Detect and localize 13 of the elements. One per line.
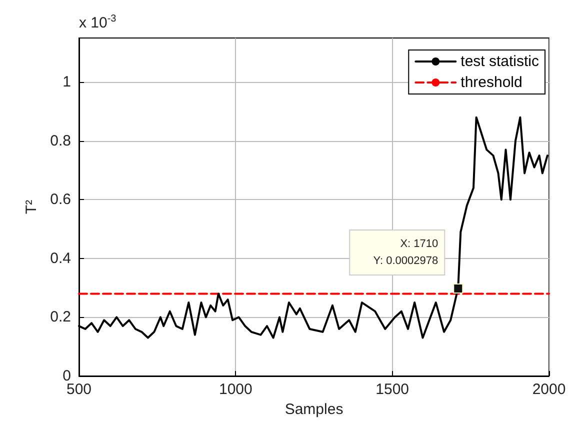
y-axis-title: T² (23, 200, 40, 214)
x-tick-label: 2000 (532, 381, 566, 398)
annotation: X: 1710 Y: 0.0002978 (373, 238, 438, 267)
y-tick-label: 0.4 (50, 250, 71, 267)
y-tick-label: 1 (62, 74, 71, 91)
y-tick-label: 0.2 (50, 308, 71, 326)
x-axis-title: Samples (284, 401, 344, 418)
y-tick-label: 0.8 (50, 132, 71, 150)
x-tick-label: 1500 (376, 381, 410, 398)
y-tick-label: 0.6 (50, 191, 71, 208)
x-tick-label: 1000 (218, 381, 252, 398)
legend-label: test statistic (460, 53, 540, 70)
legend-label: threshold (460, 74, 522, 91)
